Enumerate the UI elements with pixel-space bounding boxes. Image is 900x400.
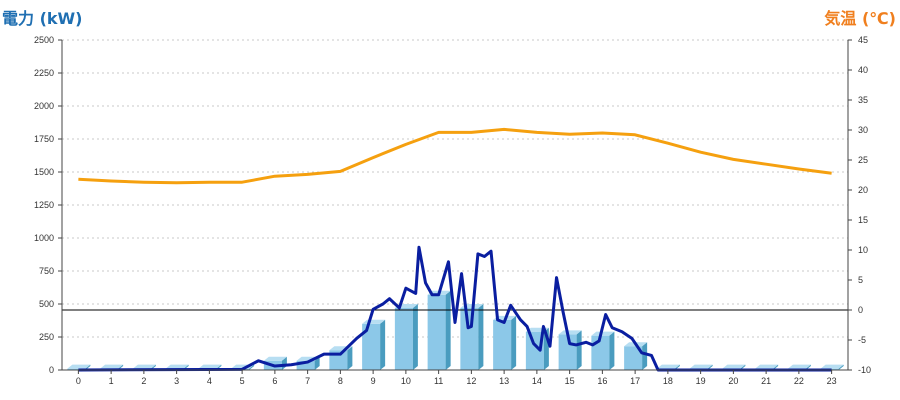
x-tick-label: 9 [371,376,376,386]
bar-side [347,346,353,370]
x-tick-label: 4 [207,376,212,386]
power-bar [493,315,517,370]
bar-front [493,319,512,370]
right-tick-label: 10 [858,245,868,255]
series-lines [62,127,848,372]
power-bar [558,330,582,370]
gridlines [62,39,848,338]
x-tick-label: 0 [76,376,81,386]
bar-top [558,330,582,335]
x-tick-label: 22 [794,376,804,386]
bar-front [427,294,446,370]
x-tick-label: 8 [338,376,343,386]
bar-side [576,330,582,370]
right-tick-label: 45 [858,35,868,45]
left-tick-label: 1000 [34,233,54,243]
x-tick-label: 12 [466,376,476,386]
right-axis-title: 気温 (℃) [824,9,896,28]
left-tick-label: 500 [39,299,54,309]
bar-side [380,319,386,370]
right-tick-label: 0 [858,305,863,315]
bar-side [314,356,320,370]
x-tick-label: 17 [630,376,640,386]
bar-side [609,331,615,370]
axes: 02505007501000125015001750200022502500-1… [34,35,871,386]
left-tick-label: 0 [49,365,54,375]
bar-front [460,307,479,370]
power-bar [394,303,418,370]
bar-top [100,364,124,369]
left-tick-label: 1250 [34,200,54,210]
bar-side [838,364,844,370]
right-tick-label: -5 [858,335,866,345]
right-tick-label: -10 [858,365,871,375]
power-bar [591,331,615,370]
left-axis-title: 電力 (kW) [2,9,83,28]
bar-top [263,356,287,361]
right-tick-label: 25 [858,155,868,165]
right-tick-label: 35 [858,95,868,105]
left-tick-label: 2000 [34,101,54,111]
left-tick-label: 1750 [34,134,54,144]
bar-side [412,303,418,370]
power-line [78,245,832,372]
right-tick-label: 15 [858,215,868,225]
x-tick-label: 15 [565,376,575,386]
bar-top [656,364,680,369]
x-tick-label: 7 [305,376,310,386]
bar-top [67,364,91,369]
bar-top [165,364,189,369]
bar-side [478,303,484,370]
power-bar [362,319,386,370]
right-tick-label: 20 [858,185,868,195]
left-tick-label: 2250 [34,68,54,78]
bar-front [624,346,643,370]
right-tick-label: 30 [858,125,868,135]
x-tick-label: 11 [434,376,443,386]
x-tick-label: 23 [827,376,837,386]
x-tick-label: 6 [272,376,277,386]
x-tick-label: 1 [109,376,114,386]
left-tick-label: 750 [39,266,54,276]
bar-side [249,364,255,370]
power-bar [427,290,451,370]
x-tick-label: 3 [174,376,179,386]
x-tick-label: 16 [597,376,607,386]
bar-front [362,323,381,370]
power-bar [329,346,353,370]
x-tick-label: 5 [240,376,245,386]
bar-front [394,307,413,370]
bar-front [296,360,315,370]
bar-top [820,364,844,369]
x-tick-label: 19 [696,376,706,386]
x-tick-label: 21 [761,376,771,386]
x-tick-label: 14 [532,376,542,386]
left-tick-label: 250 [39,332,54,342]
bar-top [591,331,615,336]
right-tick-label: 40 [858,65,868,75]
bar-side [642,342,648,370]
bar-front [67,368,86,370]
x-tick-label: 10 [401,376,411,386]
bar-side [445,290,451,370]
bar-top [689,364,713,369]
bar-top [132,364,156,369]
x-tick-label: 20 [728,376,738,386]
bar-top [755,364,779,369]
bar-side [511,315,517,370]
temperature-line [78,127,832,185]
right-tick-label: 5 [858,275,863,285]
power-bars [67,290,844,370]
bar-top [198,364,222,369]
bar-top [722,364,746,369]
bar-top [787,364,811,369]
x-tick-label: 2 [141,376,146,386]
left-tick-label: 1500 [34,167,54,177]
left-tick-label: 2500 [34,35,54,45]
x-tick-label: 18 [663,376,673,386]
x-tick-label: 13 [499,376,509,386]
bar-front [525,331,544,370]
